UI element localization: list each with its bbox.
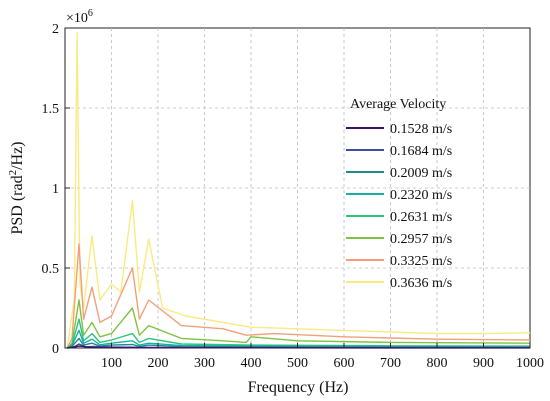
x-tick-label: 1000	[516, 356, 544, 371]
series-line	[66, 318, 531, 349]
x-axis-ticks: 100 200 300 400 500 600 700 800 900 1000	[101, 343, 544, 371]
legend-label: 0.2957 m/s	[390, 232, 452, 247]
x-tick-label: 500	[287, 356, 308, 371]
y-tick-label: 0.5	[42, 262, 60, 277]
x-tick-label: 400	[241, 356, 262, 371]
y-axis-title: PSD (rad2/Hz)	[7, 141, 26, 234]
y-tick-label: 0	[52, 342, 59, 357]
x-tick-label: 300	[194, 356, 215, 371]
legend-label: 0.1684 m/s	[390, 144, 452, 159]
y-axis-ticks: 0 0.5 1 1.5 2	[42, 22, 70, 357]
series-line	[66, 32, 531, 349]
legend-label: 0.3636 m/s	[390, 276, 452, 291]
y-tick-label: 2	[52, 22, 59, 37]
x-tick-label: 800	[427, 356, 448, 371]
series-line	[66, 243, 531, 349]
series-line	[66, 299, 531, 349]
x-tick-label: 900	[473, 356, 494, 371]
x-tick-label: 700	[380, 356, 401, 371]
x-tick-label: 100	[101, 356, 122, 371]
legend: Average Velocity 0.1528 m/s 0.1684 m/s 0.2…	[346, 97, 452, 291]
legend-title: Average Velocity	[350, 97, 446, 112]
legend-label: 0.1528 m/s	[390, 122, 452, 137]
legend-label: 0.3325 m/s	[390, 254, 452, 269]
legend-label: 0.2631 m/s	[390, 210, 452, 225]
y-exponent-label: ×106	[66, 8, 93, 26]
grid	[65, 28, 530, 348]
y-tick-label: 1	[52, 182, 59, 197]
y-tick-label: 1.5	[42, 102, 60, 117]
legend-label: 0.2320 m/s	[390, 188, 452, 203]
x-tick-label: 600	[334, 356, 355, 371]
series-line	[66, 329, 531, 349]
series-line	[67, 345, 530, 349]
x-axis-title: Frequency (Hz)	[248, 379, 349, 396]
legend-label: 0.2009 m/s	[390, 166, 452, 181]
x-tick-label: 200	[148, 356, 169, 371]
